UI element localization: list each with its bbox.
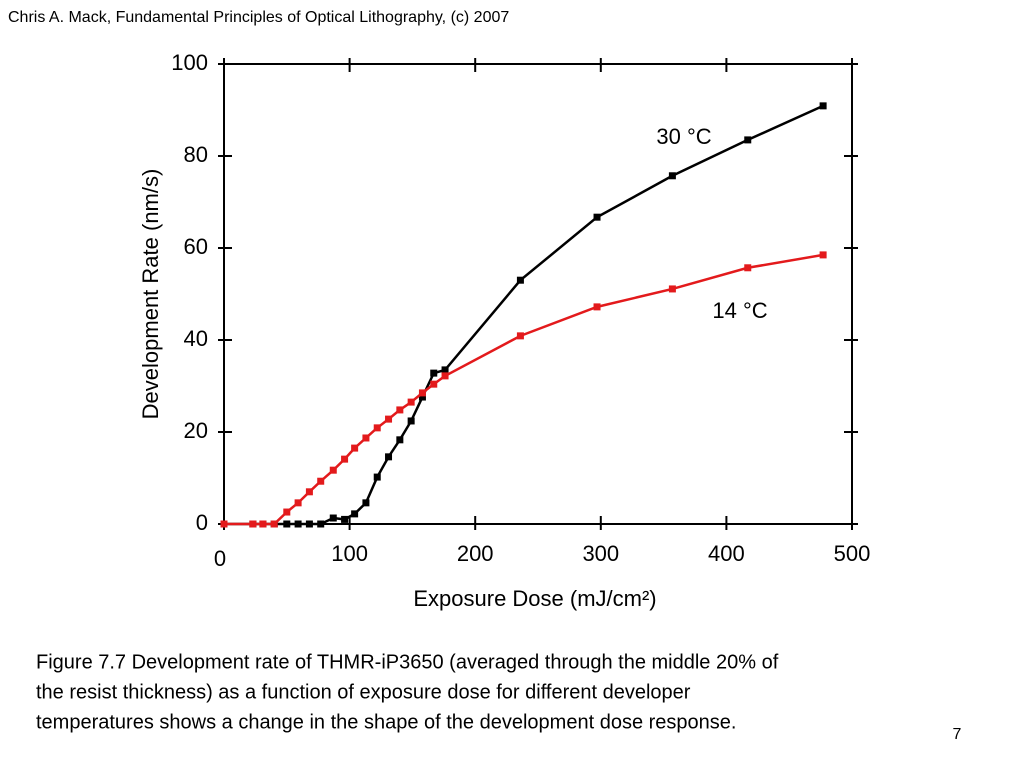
- marker: [396, 406, 404, 414]
- marker: [516, 332, 524, 340]
- series-label: 30 °C: [656, 124, 711, 149]
- x-tick-label: 300: [582, 541, 619, 566]
- marker: [385, 453, 393, 461]
- marker: [283, 508, 291, 516]
- marker: [516, 276, 524, 284]
- marker: [407, 398, 415, 406]
- marker: [593, 303, 601, 311]
- y-tick-label: 100: [171, 50, 208, 75]
- marker: [385, 415, 393, 423]
- marker: [819, 251, 827, 259]
- marker: [305, 488, 313, 496]
- marker: [305, 520, 313, 528]
- y-tick-label: 20: [184, 418, 208, 443]
- y-tick-label: 0: [196, 510, 208, 535]
- marker: [744, 264, 752, 272]
- marker: [407, 417, 415, 425]
- marker: [341, 515, 349, 523]
- marker: [220, 520, 228, 528]
- x-tick-label: 400: [708, 541, 745, 566]
- marker: [819, 102, 827, 110]
- header: Chris A. Mack, Fundamental Principles of…: [8, 9, 509, 26]
- marker: [317, 520, 325, 528]
- marker: [329, 514, 337, 522]
- marker: [430, 380, 438, 388]
- caption-line: the resist thickness) as a function of e…: [36, 681, 691, 703]
- marker: [430, 369, 438, 377]
- marker: [351, 510, 359, 518]
- y-axis-title: Development Rate (nm/s): [138, 169, 163, 420]
- marker: [294, 520, 302, 528]
- x-axis-title: Exposure Dose (mJ/cm²): [413, 586, 656, 611]
- marker: [373, 424, 381, 432]
- series-line: [224, 253, 824, 526]
- marker: [259, 520, 267, 528]
- marker: [441, 366, 449, 374]
- marker: [283, 520, 291, 528]
- page-number: 7: [953, 726, 962, 743]
- marker: [418, 393, 426, 401]
- caption-line: Figure 7.7 Development rate of THMR-iP36…: [36, 651, 779, 673]
- marker: [373, 473, 381, 481]
- x-tick-label: 200: [457, 541, 494, 566]
- marker: [668, 172, 676, 180]
- series-label: 14 °C: [712, 298, 767, 323]
- x-tick-label: 100: [331, 541, 368, 566]
- marker: [362, 499, 370, 507]
- y-tick-label: 40: [184, 326, 208, 351]
- marker: [270, 520, 278, 528]
- marker: [744, 136, 752, 144]
- marker: [441, 372, 449, 380]
- marker: [593, 213, 601, 221]
- marker: [249, 520, 257, 528]
- marker: [668, 285, 676, 293]
- marker: [418, 389, 426, 397]
- marker: [362, 434, 370, 442]
- caption-line: temperatures shows a change in the shape…: [36, 711, 736, 733]
- marker: [351, 444, 359, 452]
- marker: [317, 477, 325, 485]
- marker: [341, 455, 349, 463]
- y-tick-label: 80: [184, 142, 208, 167]
- marker: [396, 436, 404, 444]
- marker: [294, 499, 302, 507]
- y-tick-label: 60: [184, 234, 208, 259]
- marker: [329, 466, 337, 474]
- plot-frame: [223, 63, 853, 525]
- x-tick-label: 500: [834, 541, 871, 566]
- x-tick-label: 0: [214, 546, 226, 571]
